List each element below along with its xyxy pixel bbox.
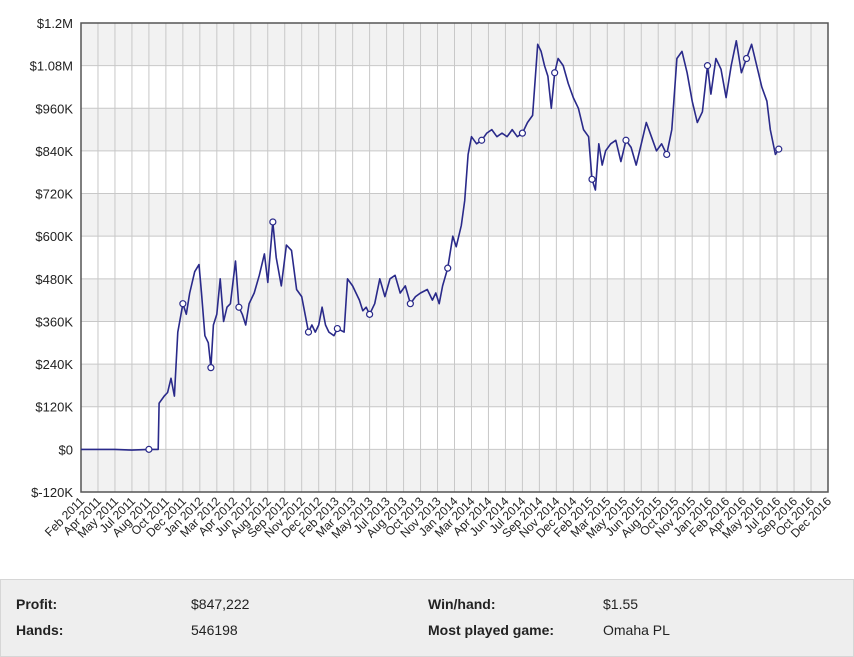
data-point (304, 328, 313, 336)
data-point (518, 129, 527, 137)
y-tick-label: $-120K (31, 485, 73, 500)
y-tick-label: $240K (35, 357, 73, 372)
y-tick-label: $960K (35, 101, 73, 116)
data-point (775, 145, 783, 153)
hands-value: 546198 (191, 622, 238, 638)
profit-value: $847,222 (191, 596, 250, 612)
y-tick-label: $720K (35, 187, 73, 202)
data-point (703, 62, 712, 70)
profit-chart: $1.2M $1.08M $960K $840K $720K $600K $480K $360… (30, 16, 835, 541)
data-point (333, 324, 341, 333)
data-point (269, 218, 277, 226)
data-point (366, 310, 374, 318)
data-point (588, 175, 596, 183)
data-point (551, 69, 559, 77)
y-tick-label: $840K (35, 144, 73, 159)
profit-line (81, 40, 780, 451)
data-point (663, 150, 671, 159)
data-point (444, 264, 452, 272)
data-point (207, 364, 215, 372)
most-played-game-label: Most played game: (428, 622, 555, 638)
stats-panel: Profit: $847,222 Win/hand: $1.55 Hands: … (0, 579, 854, 657)
y-tick-label: $1.08M (30, 59, 73, 74)
y-tick-label: $480K (35, 272, 73, 287)
profit-chart-svg: $1.2M $1.08M $960K $840K $720K $600K $480K $360… (30, 16, 835, 541)
data-point (179, 300, 187, 308)
data-point (145, 445, 153, 453)
y-tick-label: $600K (35, 229, 73, 244)
win-per-hand-value: $1.55 (603, 596, 639, 612)
plot-frame (80, 22, 829, 493)
y-tick-label: $1.2M (37, 16, 73, 31)
y-tick-label: $120K (35, 400, 73, 415)
data-point (406, 300, 414, 308)
hands-label: Hands: (16, 622, 64, 638)
data-point (478, 136, 486, 144)
win-per-hand-label: Win/hand: (428, 596, 496, 612)
most-played-game-value: Omaha PL (603, 622, 670, 638)
profit-label: Profit: (16, 596, 58, 612)
data-point (742, 54, 751, 63)
y-tick-label: $0 (59, 442, 73, 457)
data-point (235, 303, 243, 311)
data-point (622, 136, 630, 144)
y-tick-label: $360K (35, 314, 73, 329)
